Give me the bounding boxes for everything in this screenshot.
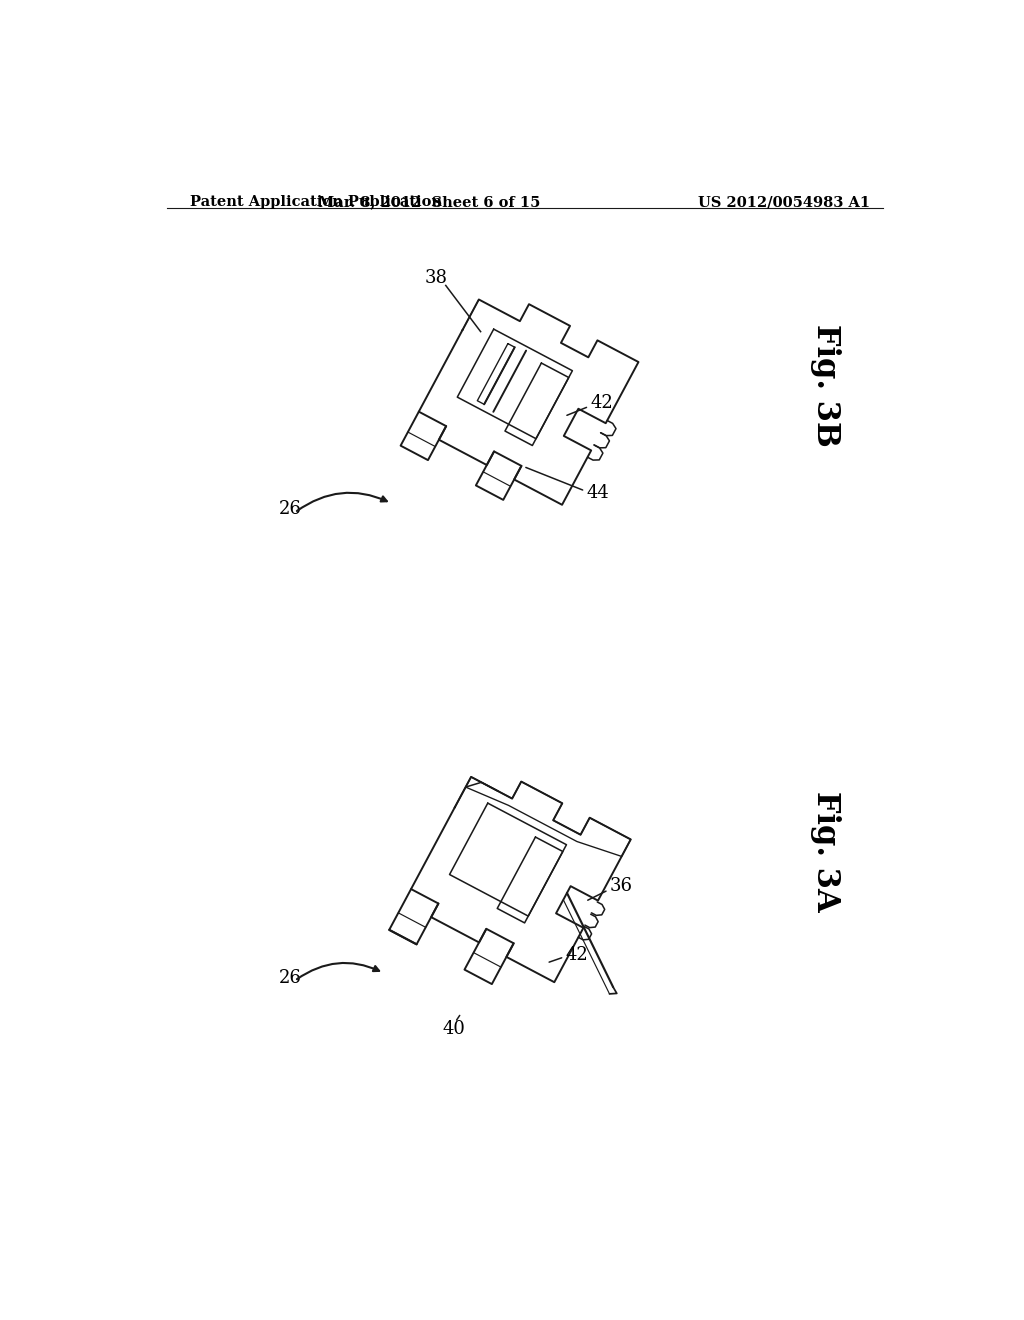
- Text: Fig. 3A: Fig. 3A: [810, 791, 841, 912]
- Text: Fig. 3B: Fig. 3B: [810, 325, 841, 447]
- Text: 38: 38: [425, 269, 447, 286]
- Text: 42: 42: [591, 395, 613, 412]
- Text: 42: 42: [566, 946, 589, 965]
- Text: Mar. 8, 2012  Sheet 6 of 15: Mar. 8, 2012 Sheet 6 of 15: [317, 195, 540, 210]
- Text: 26: 26: [280, 969, 302, 987]
- Text: 40: 40: [442, 1019, 465, 1038]
- Text: 36: 36: [610, 876, 633, 895]
- Text: US 2012/0054983 A1: US 2012/0054983 A1: [697, 195, 869, 210]
- Text: Patent Application Publication: Patent Application Publication: [190, 195, 442, 210]
- Text: 44: 44: [587, 484, 609, 503]
- Text: 26: 26: [280, 500, 302, 517]
